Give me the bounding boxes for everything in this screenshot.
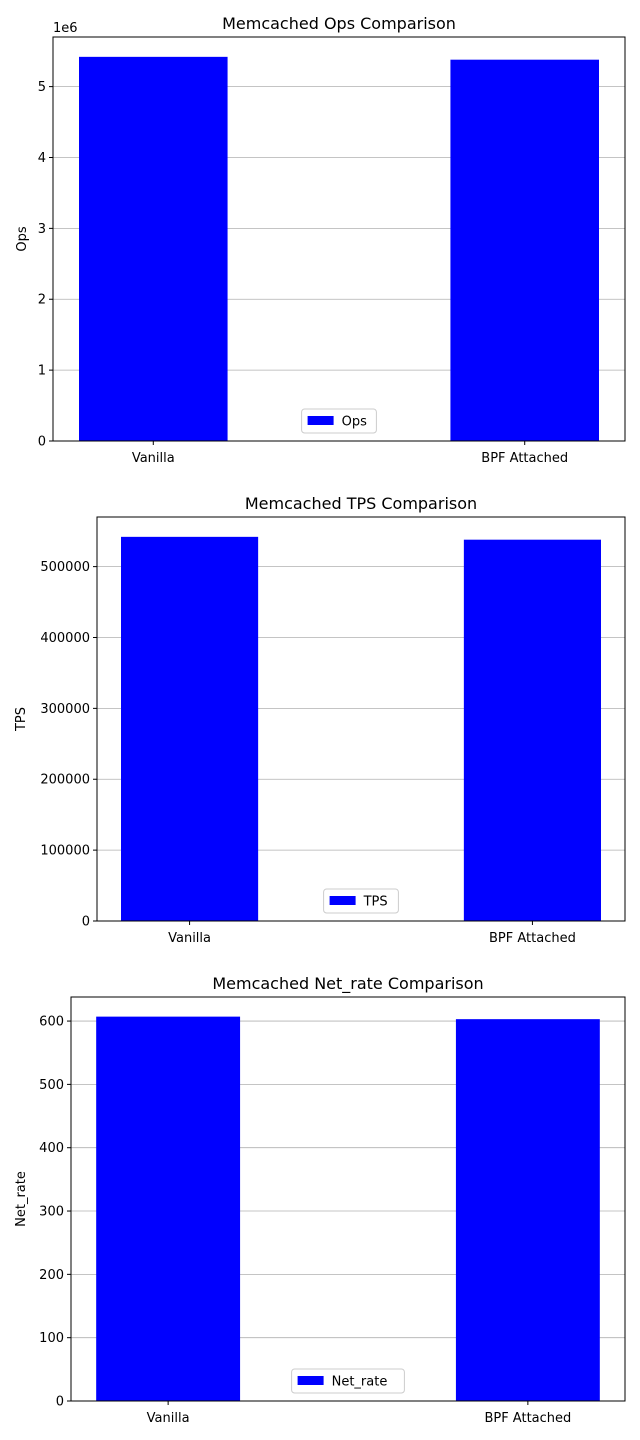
y-tick-label: 200	[39, 1268, 64, 1283]
y-axis-label: TPS	[14, 707, 29, 732]
chart-panel-0: 0 1 2 3 4 5 Vanilla BPF Attached Memcached Ops C…	[15, 14, 626, 466]
y-tick-label: 600	[39, 1015, 64, 1030]
y-offset-label: 1e6	[53, 21, 78, 36]
legend-label: TPS	[363, 895, 388, 910]
chart-title: Memcached TPS Comparison	[245, 494, 477, 513]
legend-box	[301, 408, 377, 434]
x-tick-label: Vanilla	[132, 451, 175, 466]
y-axis-label: Net_rate	[14, 1171, 29, 1227]
chart-panel-1: 0 100000 200000 300000 400000 500000 Vanilla BP…	[14, 494, 626, 946]
y-tick-label: 2	[38, 293, 46, 308]
y-tick-label: 400000	[40, 631, 90, 646]
legend-box	[291, 1368, 405, 1394]
bar-vanilla	[96, 1016, 241, 1401]
bar-bpf-attached	[450, 59, 599, 442]
legend-swatch	[329, 896, 356, 905]
y-tick-label: 0	[38, 435, 46, 450]
y-tick-label: 300	[39, 1205, 64, 1220]
y-tick-label: 500	[39, 1078, 64, 1093]
y-tick-label: 100	[39, 1331, 64, 1346]
y-tick-label: 5	[38, 80, 46, 95]
chart-panel-2: 0 100 200 300 400 500 600 Vanilla BPF Attached Me…	[14, 974, 626, 1426]
x-tick-label: Vanilla	[147, 1411, 190, 1426]
y-tick-label: 200000	[40, 773, 90, 788]
y-tick-label: 1	[38, 364, 46, 379]
legend-swatch	[297, 1376, 324, 1385]
y-tick-label: 0	[56, 1395, 64, 1410]
bar-bpf-attached	[455, 1019, 600, 1401]
axes-frame	[96, 516, 626, 922]
y-tick-label: 0	[82, 915, 90, 930]
axes-frame	[70, 996, 626, 1402]
bar-vanilla	[121, 536, 259, 921]
chart-title: Memcached Net_rate Comparison	[212, 974, 483, 994]
y-tick-label: 3	[38, 222, 46, 237]
y-tick-label: 100000	[40, 844, 90, 859]
bar-bpf-attached	[463, 539, 601, 921]
legend-swatch	[307, 416, 334, 425]
legend-box	[323, 888, 399, 914]
legend-label: Ops	[342, 415, 367, 430]
x-tick-label: Vanilla	[168, 931, 211, 946]
y-tick-label: 400	[39, 1141, 64, 1156]
chart-title: Memcached Ops Comparison	[222, 14, 456, 33]
x-tick-label: BPF Attached	[489, 931, 576, 946]
x-tick-label: BPF Attached	[484, 1411, 571, 1426]
axes-frame	[52, 36, 626, 442]
y-tick-label: 4	[38, 151, 46, 166]
y-axis-label: Ops	[15, 226, 30, 251]
y-tick-label: 500000	[40, 560, 90, 575]
bar-vanilla	[79, 56, 228, 442]
legend-label: Net_rate	[332, 1375, 388, 1390]
y-tick-label: 300000	[40, 702, 90, 717]
x-tick-label: BPF Attached	[481, 451, 568, 466]
